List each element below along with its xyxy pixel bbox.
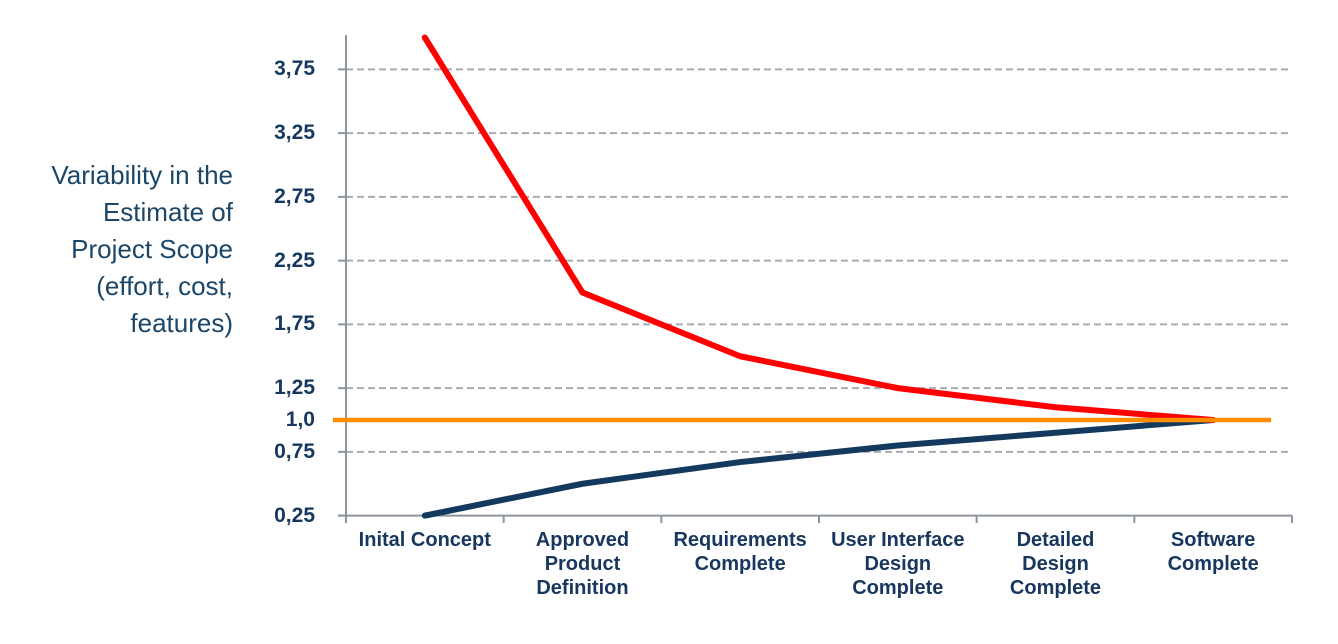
- y-tick-label: 1,75: [274, 312, 315, 336]
- x-category-label-line: Design: [864, 553, 932, 575]
- upper-estimate-bound-line: [421, 34, 1217, 423]
- x-category-label-line: Complete: [852, 577, 944, 599]
- x-category-label-line: Inital Concept: [358, 529, 491, 551]
- x-category-label: User Interface Design Complete: [831, 528, 964, 600]
- lower-estimate-bound-line: [421, 417, 1217, 519]
- x-category-label: Requirements Complete: [673, 528, 806, 576]
- x-category-label: Approved Product Definition: [536, 528, 629, 600]
- y-tick-label: 1,25: [274, 376, 315, 400]
- x-category-label-line: Design: [1022, 553, 1089, 575]
- x-category-label-line: Definition: [536, 577, 629, 599]
- y-axis-title: Variability in the Estimate of Project Sco…: [0, 157, 233, 342]
- y-axis-title-line: Project Scope: [71, 234, 233, 264]
- x-category-label-line: Product: [544, 553, 621, 575]
- y-tick-label: 2,25: [274, 248, 315, 272]
- x-category-label: Inital Concept: [359, 528, 491, 552]
- y-tick-label: 2,75: [274, 184, 315, 208]
- y-tick-label: 0,25: [274, 503, 315, 527]
- x-category-label: Detailed Design Complete: [1010, 528, 1101, 600]
- y-tick-label: 3,25: [274, 121, 315, 145]
- x-category-label-line: Approved: [535, 529, 630, 551]
- x-category-label-line: User Interface: [831, 529, 965, 551]
- x-category-label-line: Complete: [694, 553, 786, 575]
- x-category-label: Software Complete: [1168, 528, 1259, 576]
- x-category-label-line: Complete: [1167, 553, 1259, 575]
- x-category-label-line: Software: [1170, 529, 1256, 551]
- y-axis-title-line: Estimate of: [102, 197, 233, 227]
- y-tick-label: 0,75: [274, 439, 315, 463]
- y-axis-title-line: features): [130, 308, 233, 338]
- y-tick-label: 3,75: [274, 57, 315, 81]
- y-axis-title-line: Variability in the: [51, 160, 233, 190]
- x-category-label-line: Requirements: [673, 529, 807, 551]
- x-category-label-line: Complete: [1009, 577, 1102, 599]
- y-tick-label: 1,0: [285, 408, 315, 431]
- x-category-label-line: Detailed: [1016, 529, 1095, 551]
- y-axis-title-line: (effort, cost,: [96, 271, 233, 301]
